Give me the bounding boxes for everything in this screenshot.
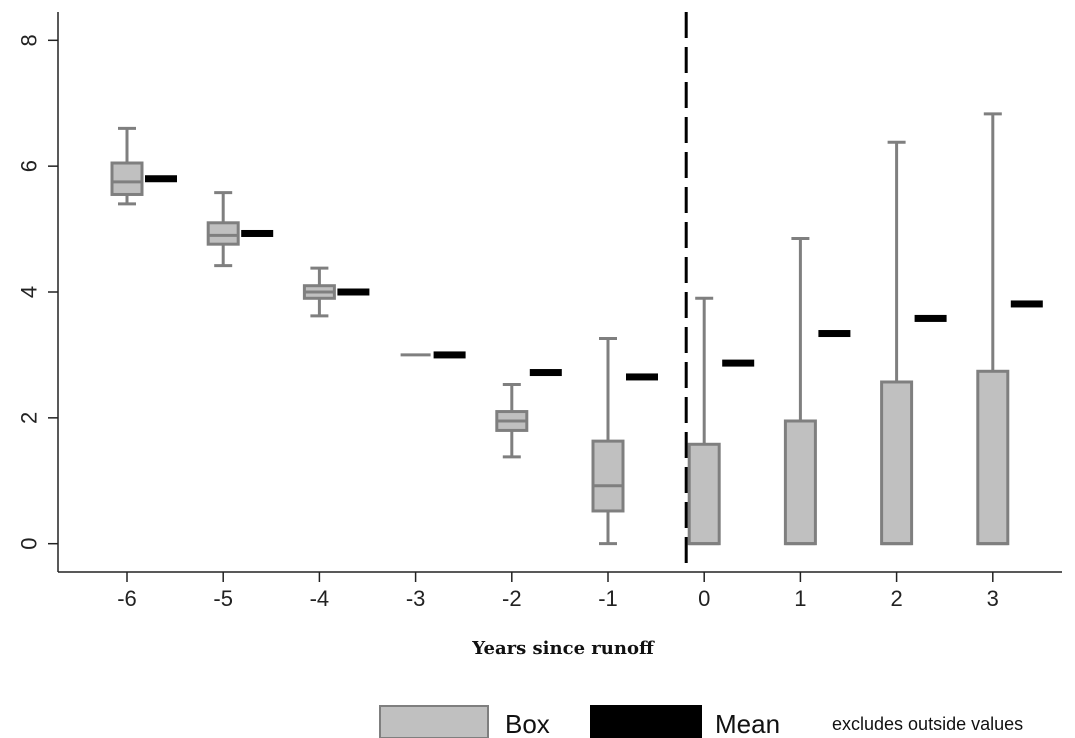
mean-marker — [626, 373, 658, 381]
mean-marker — [818, 330, 851, 338]
legend-note: excludes outside values — [832, 714, 1023, 734]
x-tick-label: 3 — [987, 586, 999, 611]
mean-marker — [1010, 300, 1043, 308]
box-iqr — [976, 369, 1010, 546]
y-tick-label: 2 — [17, 412, 42, 424]
mean-markers — [145, 175, 1043, 381]
box-iqr — [687, 442, 721, 546]
box-group — [591, 337, 625, 546]
x-tick-label: -2 — [502, 586, 522, 611]
x-tick-label: -1 — [598, 586, 618, 611]
box-group — [976, 112, 1010, 546]
mean-marker — [722, 359, 755, 367]
box-group — [783, 237, 817, 546]
legend-mean-swatch — [590, 705, 702, 738]
x-tick-label: -3 — [406, 586, 426, 611]
x-axis-title: Years since runoff — [471, 638, 655, 659]
mean-marker — [529, 369, 562, 377]
y-ticks: 0 2 4 6 8 — [17, 34, 58, 550]
box-group — [687, 296, 721, 546]
box-group — [302, 266, 336, 318]
box-group — [880, 140, 914, 546]
box-iqr — [880, 380, 914, 546]
mean-marker — [433, 351, 466, 359]
x-tick-label: -6 — [117, 586, 137, 611]
legend-box-label: Box — [505, 709, 550, 738]
box-group — [206, 191, 240, 268]
y-tick-label: 4 — [17, 286, 42, 298]
box-group — [495, 382, 529, 459]
box-iqr — [591, 439, 625, 513]
x-tick-label: -5 — [213, 586, 233, 611]
mean-marker — [241, 229, 274, 237]
legend: Box Mean excludes outside values — [379, 705, 1023, 738]
box-iqr — [206, 221, 240, 246]
mean-marker — [337, 288, 370, 296]
box-iqr — [783, 419, 817, 546]
box-iqr — [110, 161, 144, 196]
mean-marker — [145, 175, 177, 183]
mean-marker — [914, 314, 947, 322]
box-group — [110, 126, 144, 206]
legend-mean-label: Mean — [715, 709, 780, 738]
y-tick-label: 8 — [17, 34, 42, 46]
x-tick-label: 1 — [794, 586, 806, 611]
x-tick-label: -4 — [310, 586, 330, 611]
y-tick-label: 6 — [17, 160, 42, 172]
y-tick-label: 0 — [17, 538, 42, 550]
x-tick-label: 2 — [890, 586, 902, 611]
x-ticks: -6 -5 -4 -3 -2 -1 0 1 2 3 — [117, 572, 999, 611]
legend-box-swatch — [379, 705, 489, 738]
boxes — [110, 112, 1010, 546]
x-tick-label: 0 — [698, 586, 710, 611]
